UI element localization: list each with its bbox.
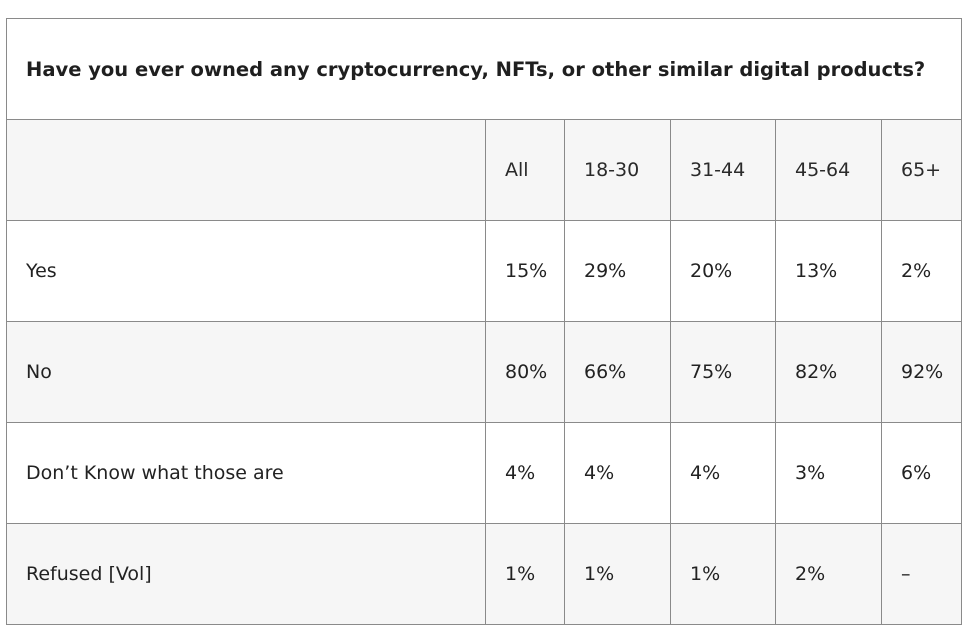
row-label: No	[6, 321, 486, 423]
table-cell: 66%	[564, 321, 671, 423]
table-cell: 4%	[670, 422, 776, 524]
column-header-blank	[6, 119, 486, 221]
table-cell: 6%	[880, 422, 963, 524]
table-title: Have you ever owned any cryptocurrency, …	[5, 18, 963, 120]
table-row: Don’t Know what those are 4% 4% 4% 3% 6%	[6, 422, 963, 524]
table-cell: 13%	[775, 220, 882, 322]
column-header: 45-64	[775, 119, 882, 221]
table-cell: 1%	[485, 523, 565, 625]
table-cell: 75%	[670, 321, 776, 423]
row-label: Refused [Vol]	[6, 523, 486, 625]
table-cell: 1%	[564, 523, 671, 625]
table-cell: 82%	[775, 321, 882, 423]
table-row: No 80% 66% 75% 82% 92%	[6, 321, 963, 423]
table-cell: 4%	[485, 422, 565, 524]
table-cell: 4%	[564, 422, 671, 524]
column-header: 65+	[880, 119, 963, 221]
table-cell: 3%	[775, 422, 882, 524]
table-cell: 29%	[564, 220, 671, 322]
survey-table: Have you ever owned any cryptocurrency, …	[5, 18, 963, 625]
column-header: 18-30	[564, 119, 671, 221]
table-cell: 2%	[880, 220, 963, 322]
table-cell: –	[880, 523, 963, 625]
column-header: 31-44	[670, 119, 776, 221]
table-row: Refused [Vol] 1% 1% 1% 2% –	[6, 523, 963, 625]
table-cell: 80%	[485, 321, 565, 423]
table-cell: 2%	[775, 523, 882, 625]
table-row: Yes 15% 29% 20% 13% 2%	[6, 220, 963, 322]
table-cell: 15%	[485, 220, 565, 322]
header-row: All 18-30 31-44 45-64 65+	[6, 119, 963, 221]
survey-table-container: Have you ever owned any cryptocurrency, …	[5, 18, 963, 625]
table-cell: 92%	[880, 321, 963, 423]
column-header: All	[485, 119, 565, 221]
row-label: Yes	[6, 220, 486, 322]
row-label: Don’t Know what those are	[6, 422, 486, 524]
table-cell: 20%	[670, 220, 776, 322]
table-cell: 1%	[670, 523, 776, 625]
title-row: Have you ever owned any cryptocurrency, …	[5, 18, 963, 120]
